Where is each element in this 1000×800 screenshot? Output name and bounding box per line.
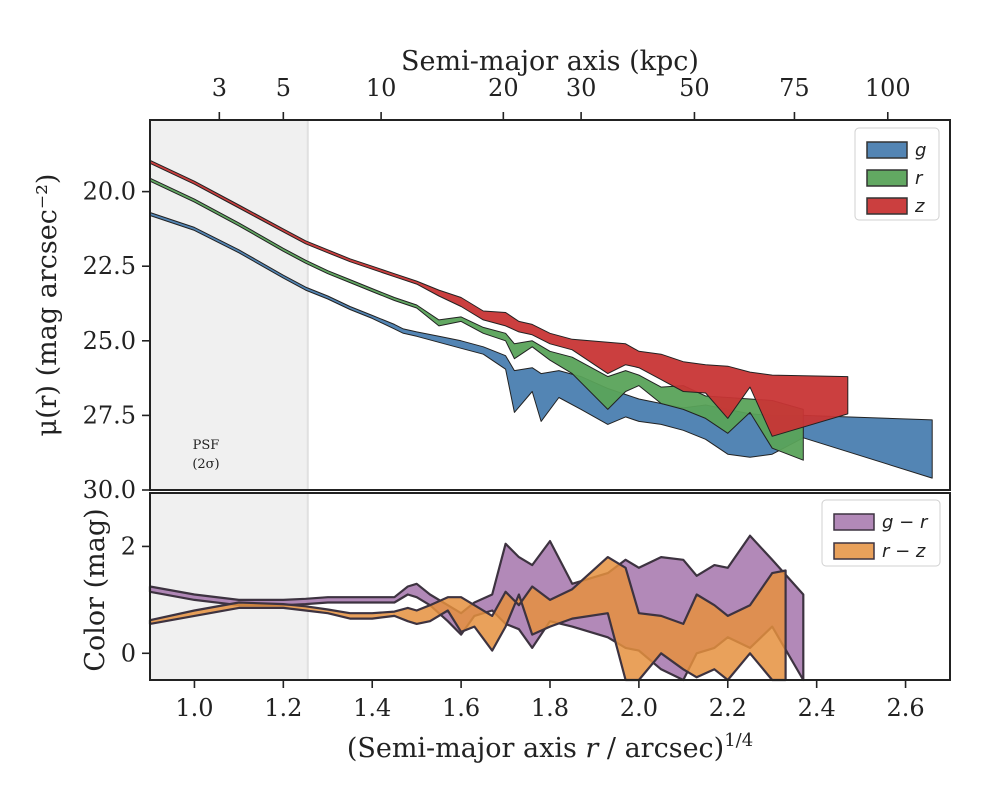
bottom-x-tick-label: 1.4 — [353, 694, 391, 722]
legend-label: g − r — [882, 512, 929, 533]
bottom-x-tick-label: 2.6 — [886, 694, 924, 722]
top-kpc-tick-label: 10 — [366, 74, 397, 102]
x-axis-title: (Semi-major axis r / arcsec)1/4 — [347, 730, 753, 764]
top-kpc-tick-label: 30 — [566, 74, 597, 102]
legend-swatch — [833, 542, 875, 560]
legend-label: g — [915, 140, 926, 161]
top-panel-frame — [149, 119, 951, 491]
bottom-panel-plot: 02 1.0 1.2 1.4 1.6 1.8 2.0 2.2 2.4 2.6 Color (ma… — [80, 492, 951, 764]
top-y-axis-title: μ(r) (mag arcsec⁻²) — [32, 174, 63, 437]
top-y-tick-label: 22.5 — [83, 252, 136, 280]
legend-label: r — [915, 168, 924, 189]
top-y-tick-label: 27.5 — [83, 401, 136, 429]
bottom-x-tick-label: 1.6 — [442, 694, 480, 722]
bottom-y-ticks: 02 — [121, 532, 150, 667]
top-panel-plot: 20.0 22.5 25.0 27.5 30.0 3 5 10 20 30 50 75 100 PSF… — [32, 46, 951, 504]
bottom-y-tick-label: 2 — [121, 532, 136, 560]
bottom-y-axis-title: Color (mag) — [80, 508, 111, 671]
top-axis-title: Semi-major axis (kpc) — [401, 46, 699, 77]
bottom-x-tick-label: 1.2 — [264, 694, 302, 722]
psf-label-line2: (2σ) — [192, 457, 219, 472]
bottom-legend: g − r r − z — [821, 499, 941, 567]
legend-swatch — [866, 169, 908, 187]
top-kpc-tick-label: 3 — [212, 74, 227, 102]
top-legend: grz — [854, 127, 940, 221]
bottom-x-tick-label: 1.0 — [175, 694, 213, 722]
bottom-x-tick-label: 2.0 — [620, 694, 658, 722]
psf-label-line1: PSF — [193, 438, 220, 453]
top-kpc-tick-label: 20 — [488, 74, 519, 102]
legend-label: r − z — [882, 541, 926, 562]
bottom-y-tick-label: 0 — [121, 639, 136, 667]
bottom-x-tick-label: 1.8 — [531, 694, 569, 722]
bottom-x-ticks: 1.0 1.2 1.4 1.6 1.8 2.0 2.2 2.4 2.6 — [175, 680, 925, 722]
legend-swatch — [866, 197, 908, 215]
surface-brightness-series — [149, 159, 933, 479]
bottom-x-tick-label: 2.2 — [709, 694, 747, 722]
top-y-ticks: 20.0 22.5 25.0 27.5 30.0 — [83, 178, 150, 504]
psf-shade-bottom — [150, 493, 308, 680]
top-kpc-tick-label: 100 — [865, 74, 911, 102]
top-kpc-tick-label: 5 — [276, 74, 291, 102]
top-y-tick-label: 30.0 — [83, 476, 136, 504]
top-y-tick-label: 25.0 — [83, 327, 136, 355]
legend-label: z — [914, 196, 925, 217]
legend-swatch — [833, 513, 875, 531]
band-z — [149, 159, 849, 437]
top-y-tick-label: 20.0 — [83, 178, 136, 206]
top-x-ticks: 3 5 10 20 30 50 75 100 — [212, 74, 911, 120]
band-r — [149, 177, 804, 461]
top-kpc-tick-label: 50 — [679, 74, 710, 102]
legend-swatch — [866, 141, 908, 159]
psf-shade-top — [150, 120, 308, 490]
bottom-x-tick-label: 2.4 — [798, 694, 836, 722]
top-kpc-tick-label: 75 — [779, 74, 810, 102]
